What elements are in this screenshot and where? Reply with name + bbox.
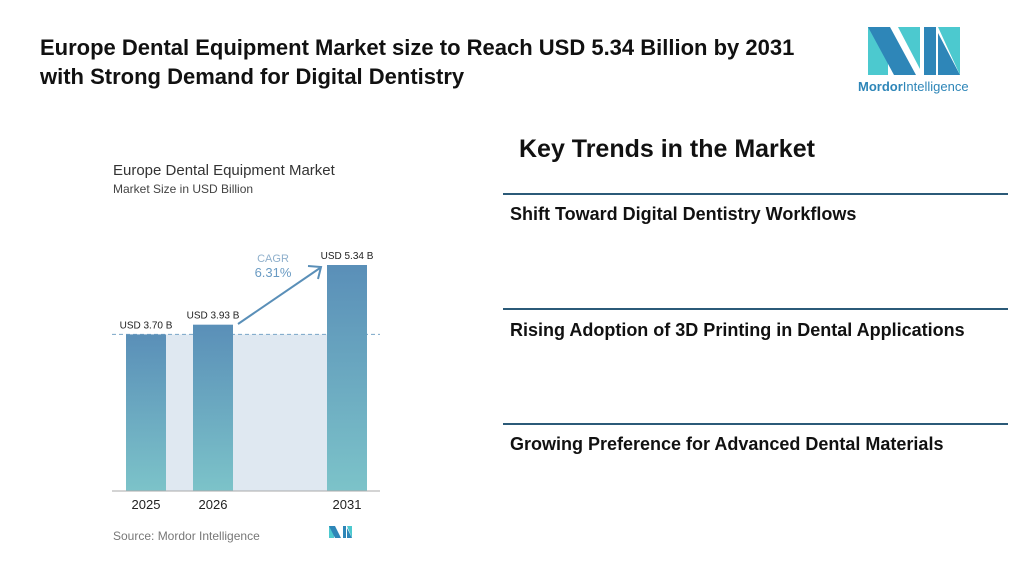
divider [503, 193, 1008, 195]
trend-item: Rising Adoption of 3D Printing in Dental… [510, 320, 965, 340]
bar-2025 [126, 334, 166, 491]
cagr-arrowhead-icon [307, 265, 323, 280]
key-trends-heading: Key Trends in the Market [519, 135, 815, 163]
shaded-region [166, 334, 327, 491]
data-label: USD 3.70 B [120, 320, 173, 331]
data-label: USD 5.34 B [321, 251, 374, 262]
trend-item: Growing Preference for Advanced Dental M… [510, 434, 944, 454]
cagr-label: CAGR [257, 253, 289, 265]
source-logo-icon [329, 526, 352, 538]
cagr-arrow [237, 267, 321, 325]
bar-2026 [193, 324, 233, 491]
chart-title: Europe Dental Equipment Market [113, 162, 336, 179]
x-tick-label: 2026 [199, 497, 228, 512]
divider [503, 308, 1008, 310]
logo-text: MordorIntelligence [858, 79, 969, 94]
page-title: Europe Dental Equipment Market size to R… [40, 35, 795, 89]
bar-chart: Europe Dental Equipment Market Market Si… [112, 162, 380, 543]
chart-subtitle: Market Size in USD Billion [113, 182, 253, 196]
divider [503, 423, 1008, 425]
source-text: Source: Mordor Intelligence [113, 529, 260, 543]
x-tick-label: 2031 [333, 497, 362, 512]
data-label: USD 3.93 B [187, 311, 240, 322]
bar-2031 [327, 265, 367, 491]
mordor-logo-icon [868, 27, 960, 75]
trend-item: Shift Toward Digital Dentistry Workflows [510, 204, 857, 224]
cagr-value: 6.31% [255, 265, 292, 280]
x-tick-label: 2025 [132, 497, 161, 512]
